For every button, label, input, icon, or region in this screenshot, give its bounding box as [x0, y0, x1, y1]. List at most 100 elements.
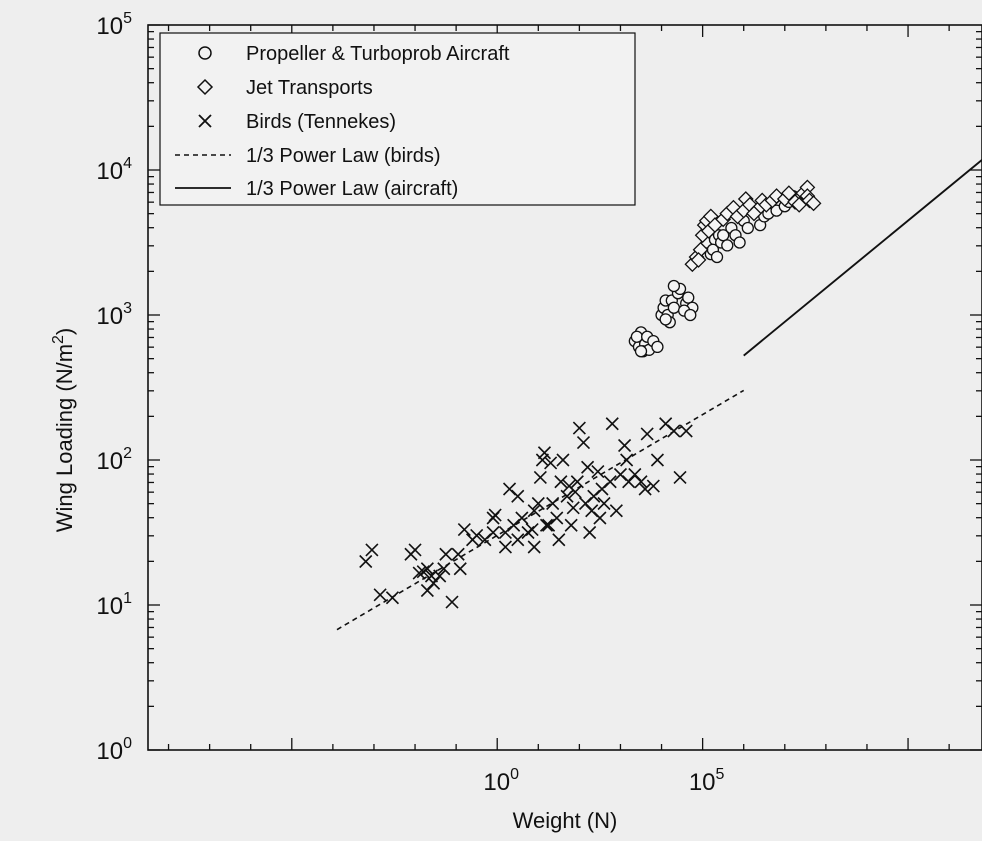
bird-point: [539, 518, 554, 532]
bird-point: [433, 569, 447, 583]
x-axis-title: Weight (N): [513, 808, 618, 833]
bird-point: [650, 453, 665, 467]
bird-point: [488, 508, 502, 522]
legend-label-birds-law: 1/3 Power Law (birds): [246, 145, 441, 167]
bird-point: [603, 475, 617, 489]
x-tick-label: 100: [483, 766, 519, 796]
bird-point: [620, 453, 634, 467]
bird-point: [566, 501, 580, 515]
bird-point: [525, 523, 539, 537]
bird-point: [385, 591, 400, 605]
jet-point: [690, 251, 707, 268]
bird-point: [533, 470, 547, 484]
bird-point: [679, 424, 693, 438]
bird-point: [634, 475, 648, 489]
bird-point: [486, 525, 500, 540]
bird-point: [445, 595, 459, 609]
y-tick-label: 100: [96, 735, 132, 765]
bird-point: [556, 453, 570, 467]
propeller-point: [682, 291, 695, 304]
legend-item-birds-law: 1/3 Power Law (birds): [175, 145, 441, 167]
bird-point: [420, 562, 434, 576]
bird-point: [578, 496, 593, 511]
legend-box: [159, 32, 636, 206]
legend-label-aircraft-law: 1/3 Power Law (aircraft): [246, 178, 458, 200]
legend: Propeller & Turboprob Aircraft Jet Trans…: [159, 32, 636, 206]
bird-point: [546, 496, 560, 511]
bird-point: [439, 547, 453, 561]
bird-point: [609, 504, 623, 518]
bird-point: [457, 523, 471, 537]
bird-point: [412, 566, 426, 580]
bird-point: [560, 489, 574, 503]
legend-item-aircraft-law: 1/3 Power Law (aircraft): [175, 178, 458, 200]
y-tick-label: 102: [96, 445, 132, 475]
bird-point: [515, 511, 529, 525]
bird-point: [451, 547, 465, 561]
propeller-point: [630, 330, 644, 343]
bird-point: [605, 417, 619, 431]
y-tick-label: 104: [96, 155, 132, 185]
tick-labels: 100 101 102 103 104 105 100 105: [96, 10, 724, 796]
legend-label-birds: Birds (Tennekes): [246, 111, 396, 133]
bird-point: [521, 525, 535, 540]
y-axis-title: Wing Loading (N/m2): [50, 328, 77, 533]
bird-point: [570, 475, 584, 489]
jet-point: [805, 195, 822, 212]
legend-circle-marker: [198, 46, 212, 60]
bird-point: [568, 485, 582, 499]
propeller-point: [667, 301, 681, 314]
axis-ticks: [148, 24, 982, 751]
bird-point: [564, 518, 578, 532]
bird-point: [531, 496, 545, 511]
bird-point: [498, 540, 512, 554]
bird-point: [373, 588, 387, 602]
propeller-point: [684, 308, 697, 322]
plot-frame: [147, 24, 982, 751]
propeller-point: [659, 313, 672, 326]
bird-point: [408, 543, 422, 557]
propeller-point: [651, 340, 664, 354]
legend-item-propeller: Propeller & Turboprob Aircraft: [198, 43, 510, 65]
propeller-point: [710, 250, 724, 264]
birds-power-law-line: [336, 389, 745, 631]
y-tick-label: 103: [96, 300, 132, 330]
bird-point: [572, 421, 586, 435]
bird-point: [640, 427, 654, 441]
bird-point: [576, 436, 591, 450]
bird-point: [437, 562, 451, 576]
bird-point: [618, 438, 632, 453]
bird-point: [667, 424, 681, 438]
bird-point: [527, 540, 541, 554]
bird-point: [591, 465, 605, 479]
bird-point: [544, 456, 558, 470]
bird-point: [583, 525, 597, 540]
data-layer: [336, 159, 982, 631]
legend-item-jet: Jet Transports: [196, 77, 373, 99]
bird-point: [646, 479, 660, 493]
bird-point: [359, 554, 373, 569]
aircraft-power-law-line: [743, 159, 982, 357]
bird-point: [511, 533, 525, 547]
bird-point: [638, 482, 652, 496]
propeller-point: [741, 221, 754, 235]
propeller-point: [733, 236, 746, 249]
bird-point: [511, 489, 525, 503]
propeller-point: [721, 239, 734, 252]
jet-point: [746, 205, 762, 222]
y-tick-label: 105: [96, 10, 132, 40]
bird-point: [673, 470, 687, 484]
bird-point: [365, 543, 379, 557]
bird-point: [597, 496, 611, 511]
propeller-point: [717, 229, 730, 242]
legend-x-marker: [198, 114, 212, 128]
propeller-point: [634, 345, 648, 358]
bird-point: [554, 475, 568, 489]
legend-item-birds: Birds (Tennekes): [198, 111, 396, 133]
bird-point: [535, 453, 549, 467]
bird-point: [453, 562, 467, 576]
bird-point: [581, 460, 595, 474]
bird-point: [552, 533, 566, 547]
legend-label-propeller: Propeller & Turboprob Aircraft: [246, 43, 510, 65]
